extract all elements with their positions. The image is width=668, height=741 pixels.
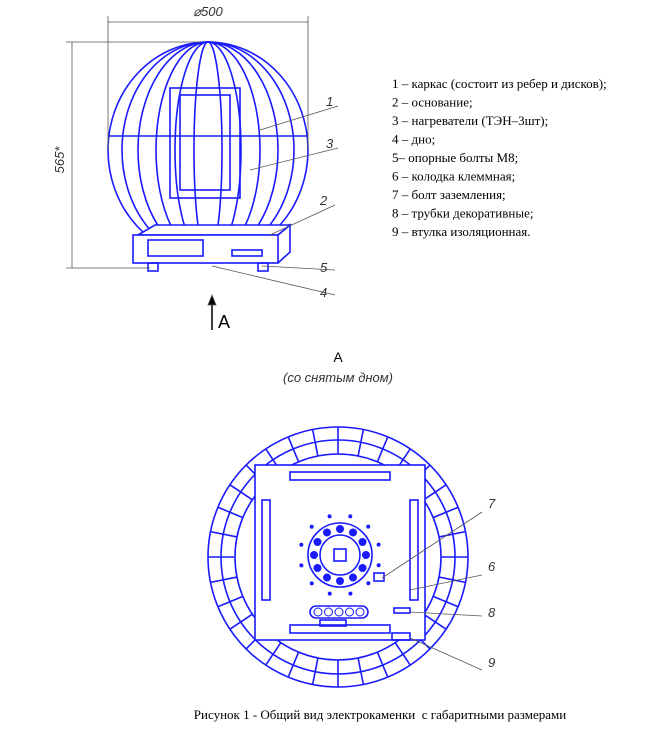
rib: [311, 657, 319, 685]
terminal: [313, 564, 322, 572]
terminal: [323, 573, 331, 582]
terminal: [336, 525, 344, 533]
terminal: [349, 573, 357, 582]
terminal-block: [313, 607, 323, 617]
tube: [299, 542, 304, 547]
tube: [309, 524, 314, 529]
callout: 6: [488, 559, 496, 574]
terminal: [323, 528, 331, 537]
callout: 4: [320, 285, 327, 300]
rib: [287, 651, 300, 678]
rib: [376, 651, 389, 678]
legend-item: 8 – трубки декоративные;: [392, 206, 533, 221]
terminal: [349, 528, 357, 537]
rib: [210, 530, 238, 538]
terminal-block: [345, 607, 354, 617]
terminal: [362, 551, 370, 559]
rib: [423, 484, 447, 501]
rib: [438, 530, 466, 538]
rib: [210, 576, 238, 584]
callout: 5: [320, 260, 328, 275]
rib: [423, 613, 447, 630]
callout: 8: [488, 605, 496, 620]
front-view: ⌀500 565* 1 3 2 5 4 A: [52, 4, 339, 332]
tube: [327, 514, 332, 519]
rib: [217, 506, 244, 519]
legend-item: 6 – колодка клеммная;: [392, 169, 515, 184]
legend-item: 7 – болт заземления;: [392, 187, 506, 202]
rib: [432, 595, 459, 608]
terminal-block: [334, 607, 344, 617]
legend: 1 – каркас (состоит из ребер и дисков); 2…: [392, 76, 607, 239]
view-subtitle: (со снятым дном): [283, 370, 393, 385]
rib: [394, 642, 411, 666]
tube: [299, 563, 304, 568]
terminal: [313, 538, 322, 546]
rib: [376, 436, 389, 463]
rib: [357, 429, 365, 457]
terminal: [358, 564, 367, 572]
caption: Рисунок 1 - Общий вид электрокаменки с г…: [194, 707, 566, 722]
view-title: A: [333, 349, 343, 365]
rib: [229, 484, 253, 501]
dim-height: 565*: [52, 146, 67, 174]
tube: [327, 591, 332, 596]
tube: [366, 581, 371, 586]
tube: [366, 524, 371, 529]
callout: 9: [488, 655, 495, 670]
view-arrow-label: A: [218, 312, 230, 332]
tube: [309, 581, 314, 586]
legend-item: 5– опорные болты М8;: [392, 150, 518, 165]
rib: [217, 595, 244, 608]
rib: [229, 613, 253, 630]
rib: [438, 576, 466, 584]
bottom-view: A (со снятым дном): [207, 349, 496, 688]
callout: 3: [326, 136, 334, 151]
rib: [311, 429, 319, 457]
callout: 1: [326, 94, 333, 109]
legend-item: 3 – нагреватели (ТЭН–3шт);: [392, 113, 548, 128]
rib: [287, 436, 300, 463]
callout: 7: [488, 496, 496, 511]
dim-diameter: ⌀500: [193, 4, 223, 19]
tube: [376, 542, 381, 547]
terminal: [310, 551, 318, 559]
legend-item: 2 – основание;: [392, 95, 473, 110]
rib: [357, 657, 365, 685]
terminal-block: [324, 607, 333, 617]
tube: [348, 514, 353, 519]
legend-item: 4 – дно;: [392, 132, 435, 147]
legend-item: 9 – втулка изоляционная.: [392, 224, 531, 239]
terminal: [358, 538, 367, 546]
rib: [265, 642, 282, 666]
legend-item: 1 – каркас (состоит из ребер и дисков);: [392, 76, 607, 91]
tube: [376, 563, 381, 568]
terminal: [336, 577, 344, 585]
tube: [348, 591, 353, 596]
callout: 2: [319, 193, 328, 208]
terminal-block: [355, 607, 365, 617]
rib: [432, 506, 459, 519]
